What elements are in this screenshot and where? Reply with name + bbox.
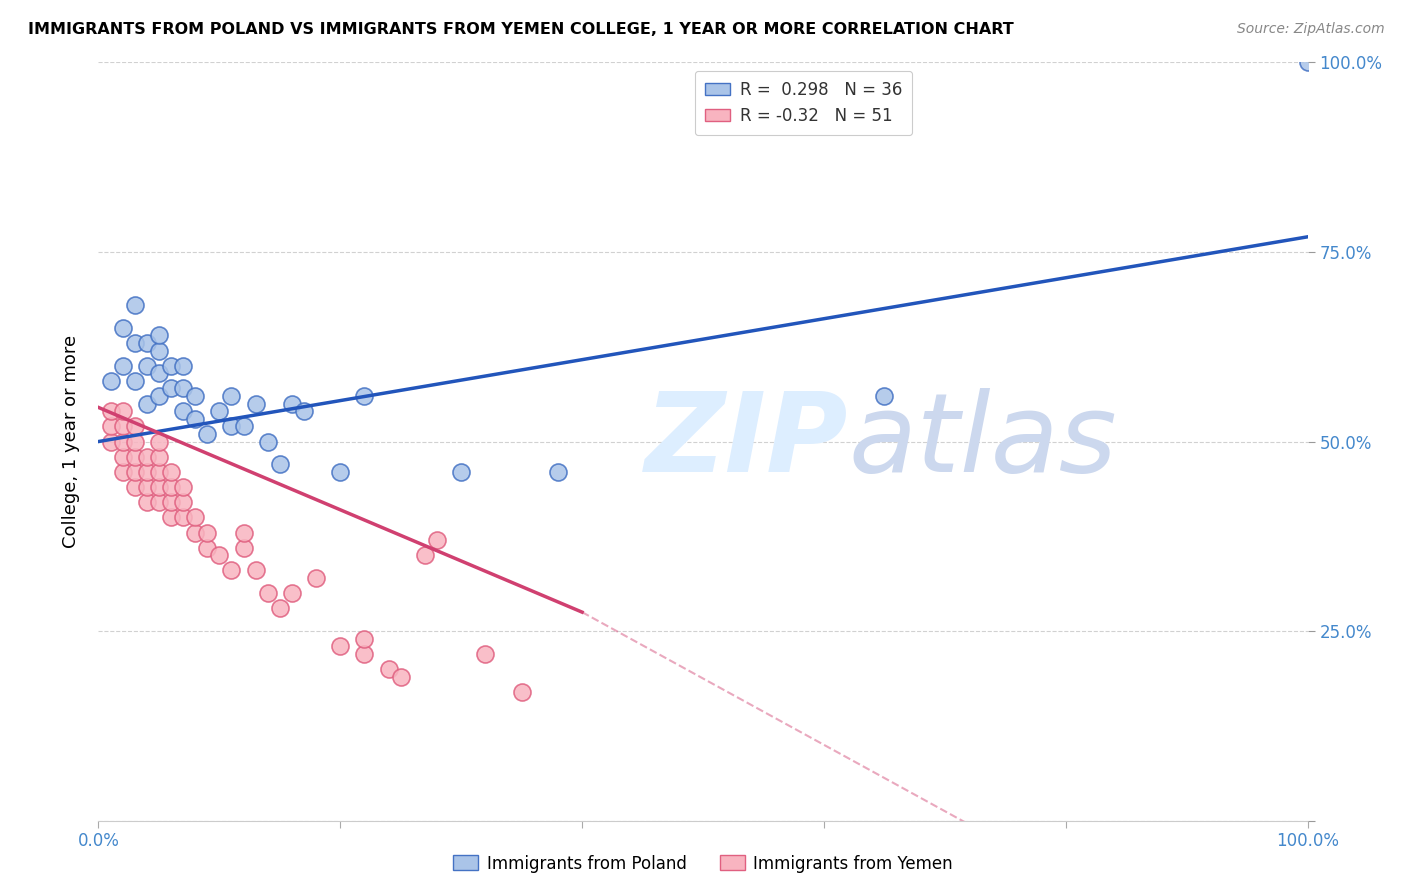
Point — [377, 662, 399, 676]
Legend: Immigrants from Poland, Immigrants from Yemen: Immigrants from Poland, Immigrants from … — [447, 848, 959, 880]
Point — [510, 685, 533, 699]
Text: IMMIGRANTS FROM POLAND VS IMMIGRANTS FROM YEMEN COLLEGE, 1 YEAR OR MORE CORRELAT: IMMIGRANTS FROM POLAND VS IMMIGRANTS FRO… — [28, 22, 1014, 37]
Point — [124, 335, 146, 350]
Point — [172, 404, 194, 418]
Point — [111, 359, 134, 373]
Point — [135, 495, 157, 509]
Point — [195, 427, 218, 442]
Point — [124, 450, 146, 464]
Legend: R =  0.298   N = 36, R = -0.32   N = 51: R = 0.298 N = 36, R = -0.32 N = 51 — [695, 70, 912, 135]
Point — [256, 586, 278, 600]
Point — [160, 510, 183, 524]
Point — [245, 564, 267, 578]
Point — [269, 601, 291, 615]
Point — [221, 419, 243, 434]
Point — [135, 465, 157, 479]
Point — [148, 450, 170, 464]
Point — [148, 389, 170, 403]
Point — [160, 359, 183, 373]
Point — [873, 389, 896, 403]
Point — [281, 396, 304, 410]
Text: Source: ZipAtlas.com: Source: ZipAtlas.com — [1237, 22, 1385, 37]
Point — [172, 359, 194, 373]
Point — [426, 533, 449, 548]
Point — [111, 450, 134, 464]
Text: atlas: atlas — [848, 388, 1116, 495]
Point — [124, 419, 146, 434]
Point — [450, 465, 472, 479]
Point — [195, 541, 218, 555]
Point — [172, 382, 194, 396]
Point — [269, 458, 291, 472]
Point — [329, 465, 352, 479]
Point — [111, 404, 134, 418]
Point — [232, 419, 254, 434]
Point — [160, 480, 183, 494]
Point — [329, 639, 352, 653]
Point — [281, 586, 304, 600]
Point — [245, 396, 267, 410]
Point — [172, 495, 194, 509]
Point — [148, 366, 170, 380]
Point — [305, 571, 328, 585]
Point — [160, 495, 183, 509]
Point — [413, 548, 436, 563]
Point — [195, 525, 218, 540]
Point — [256, 434, 278, 449]
Point — [135, 450, 157, 464]
Point — [474, 647, 496, 661]
Point — [353, 632, 375, 646]
Point — [184, 389, 207, 403]
Point — [184, 510, 207, 524]
Point — [148, 480, 170, 494]
Point — [172, 480, 194, 494]
Point — [148, 343, 170, 358]
Point — [389, 669, 412, 683]
Point — [353, 389, 375, 403]
Point — [184, 525, 207, 540]
Point — [221, 564, 243, 578]
Point — [124, 480, 146, 494]
Point — [135, 480, 157, 494]
Point — [111, 434, 134, 449]
Point — [111, 465, 134, 479]
Point — [172, 510, 194, 524]
Point — [100, 374, 122, 388]
Point — [124, 298, 146, 312]
Point — [135, 359, 157, 373]
Point — [100, 404, 122, 418]
Point — [160, 465, 183, 479]
Point — [148, 465, 170, 479]
Point — [292, 404, 315, 418]
Point — [232, 525, 254, 540]
Point — [100, 434, 122, 449]
Point — [135, 396, 157, 410]
Text: ZIP: ZIP — [644, 388, 848, 495]
Point — [353, 647, 375, 661]
Point — [221, 389, 243, 403]
Point — [148, 328, 170, 343]
Point — [111, 419, 134, 434]
Point — [1296, 55, 1319, 70]
Point — [160, 382, 183, 396]
Point — [148, 434, 170, 449]
Point — [232, 541, 254, 555]
Point — [208, 548, 231, 563]
Point — [124, 434, 146, 449]
Point — [184, 412, 207, 426]
Y-axis label: College, 1 year or more: College, 1 year or more — [62, 335, 80, 548]
Point — [208, 404, 231, 418]
Point — [547, 465, 569, 479]
Point — [135, 335, 157, 350]
Point — [124, 465, 146, 479]
Point — [148, 495, 170, 509]
Point — [100, 419, 122, 434]
Point — [124, 374, 146, 388]
Point — [111, 320, 134, 334]
